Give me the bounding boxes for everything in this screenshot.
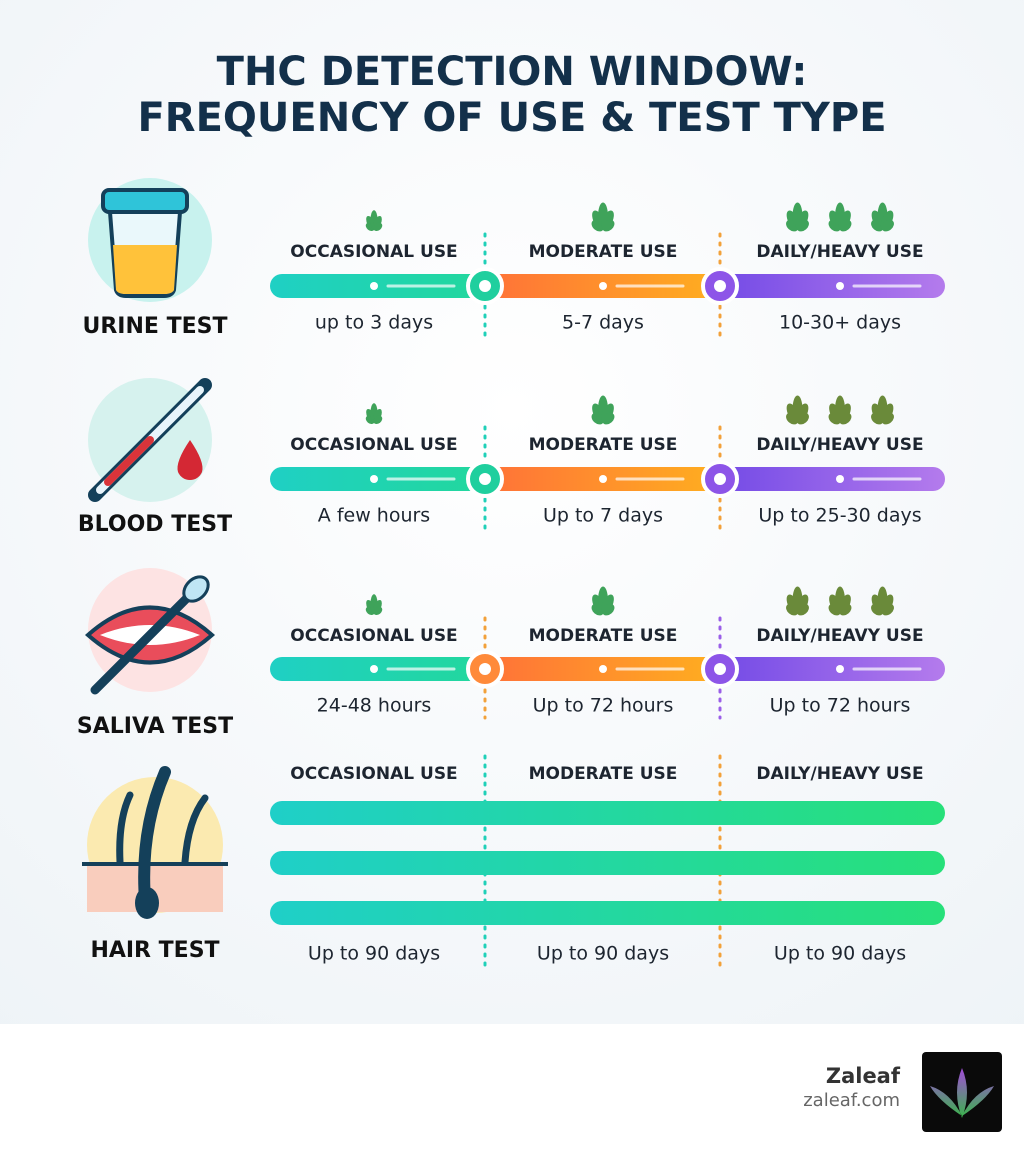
title-line: FREQUENCY OF USE & TEST TYPE [137, 95, 886, 141]
leaf-blade [796, 412, 809, 425]
timeline-dot [599, 282, 607, 290]
use-level: OCCASIONAL USE [290, 764, 457, 784]
use-level: OCCASIONAL USE [290, 626, 457, 646]
duration: Up to 7 days [543, 505, 663, 527]
timeline-dot [370, 282, 378, 290]
duration: 24-48 hours [317, 695, 432, 717]
use-level: DAILY/HEAVY USE [756, 626, 923, 646]
leaf-blade [839, 412, 852, 425]
timeline-dot [836, 665, 844, 673]
brand-name: Zaleaf [826, 1064, 901, 1088]
leaf-icon [365, 210, 383, 232]
footer-band [0, 1024, 1024, 1154]
use-level: MODERATE USE [529, 435, 678, 455]
duration: Up to 90 days [537, 943, 669, 965]
timeline-bar [270, 801, 945, 825]
leaf-icon [591, 395, 615, 425]
leaf-icon [591, 202, 615, 232]
duration: up to 3 days [315, 312, 433, 334]
timeline-dot [370, 665, 378, 673]
leaf-blade [602, 219, 615, 232]
saliva-icon [84, 568, 216, 695]
leaf-blade [602, 603, 615, 616]
urine-icon [88, 178, 212, 302]
title-line: THC DETECTION WINDOW: [217, 49, 808, 95]
timeline-node-core [479, 280, 491, 292]
leaf-blade [373, 606, 383, 616]
timeline-segment [706, 274, 945, 298]
leaf-blade [796, 219, 809, 232]
timeline-dot [599, 665, 607, 673]
test-name: BLOOD TEST [78, 512, 232, 537]
blood-icon [88, 378, 212, 502]
timeline-node-core [479, 663, 491, 675]
leaf-blade [839, 603, 852, 616]
duration: Up to 90 days [774, 943, 906, 965]
timeline-segment [706, 657, 945, 681]
use-level: MODERATE USE [529, 242, 678, 262]
leaf-blade [373, 222, 383, 232]
use-level: MODERATE USE [529, 764, 678, 784]
leaf-icon [365, 403, 383, 425]
leaf-blade [602, 412, 615, 425]
leaf-blade [373, 415, 383, 425]
timeline-bar [270, 901, 945, 925]
test-name: URINE TEST [83, 314, 228, 339]
timeline-node-core [479, 473, 491, 485]
hair-icon [82, 766, 228, 919]
test-name: SALIVA TEST [77, 714, 233, 739]
timeline-segment [270, 274, 499, 298]
timeline-node-core [714, 663, 726, 675]
timeline-segment [270, 657, 499, 681]
use-level: DAILY/HEAVY USE [756, 764, 923, 784]
duration: A few hours [318, 505, 430, 527]
duration: Up to 72 hours [533, 695, 674, 717]
timeline-segment [706, 467, 945, 491]
leaf-blade [881, 603, 894, 616]
duration: 10-30+ days [779, 312, 901, 334]
timeline-node-core [714, 280, 726, 292]
timeline-bar [270, 851, 945, 875]
brand-url: zaleaf.com [803, 1090, 900, 1111]
timeline-dot [599, 475, 607, 483]
leaf-icon [786, 395, 894, 425]
use-level: MODERATE USE [529, 626, 678, 646]
use-level: DAILY/HEAVY USE [756, 242, 923, 262]
duration: 5-7 days [562, 312, 644, 334]
leaf-icon [786, 202, 894, 232]
duration: Up to 25-30 days [758, 505, 921, 527]
timeline-dot [836, 475, 844, 483]
leaf-blade [881, 219, 894, 232]
timeline-dot [836, 282, 844, 290]
leaf-icon [786, 586, 894, 616]
use-level: OCCASIONAL USE [290, 435, 457, 455]
timeline-dot [370, 475, 378, 483]
brand-logo [922, 1052, 1002, 1132]
leaf-blade [796, 603, 809, 616]
timeline-segment [270, 467, 499, 491]
timeline-node-core [714, 473, 726, 485]
use-level: DAILY/HEAVY USE [756, 435, 923, 455]
leaf-icon [365, 594, 383, 616]
leaf-blade [839, 219, 852, 232]
leaf-icon [591, 586, 615, 616]
leaf-blade [881, 412, 894, 425]
duration: Up to 72 hours [770, 695, 911, 717]
duration: Up to 90 days [308, 943, 440, 965]
test-name: HAIR TEST [90, 938, 219, 963]
use-level: OCCASIONAL USE [290, 242, 457, 262]
